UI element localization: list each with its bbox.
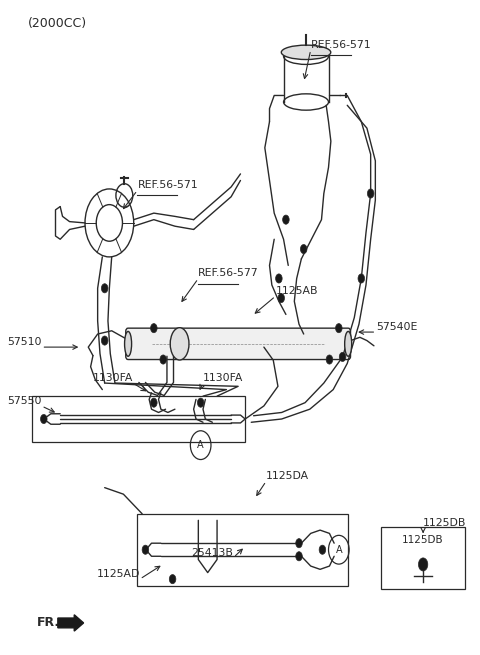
Text: 1125DB: 1125DB	[402, 534, 444, 545]
Text: 1125AB: 1125AB	[276, 286, 318, 296]
Text: 1130FA: 1130FA	[203, 373, 243, 383]
Circle shape	[101, 336, 108, 345]
Text: 25413B: 25413B	[192, 548, 233, 557]
Text: 57510: 57510	[7, 337, 41, 347]
Text: (2000CC): (2000CC)	[27, 17, 86, 30]
Bar	[32, 396, 245, 442]
Circle shape	[169, 574, 176, 584]
Bar	[137, 514, 348, 586]
Ellipse shape	[345, 331, 352, 356]
Circle shape	[336, 324, 342, 333]
Circle shape	[419, 558, 428, 571]
Text: 1125AD: 1125AD	[96, 569, 140, 579]
Ellipse shape	[170, 328, 189, 360]
Text: 1125DB: 1125DB	[423, 518, 467, 528]
Circle shape	[278, 293, 285, 303]
Circle shape	[319, 545, 326, 554]
Text: REF.56-577: REF.56-577	[198, 269, 259, 278]
Circle shape	[276, 274, 282, 283]
Text: FR.: FR.	[37, 616, 60, 629]
FancyBboxPatch shape	[126, 328, 350, 360]
Text: A: A	[336, 545, 342, 555]
Text: 57550: 57550	[7, 396, 41, 406]
Circle shape	[151, 324, 157, 333]
Circle shape	[151, 398, 157, 407]
Circle shape	[296, 552, 302, 561]
FancyArrow shape	[58, 615, 84, 631]
Circle shape	[283, 215, 289, 224]
Bar	[381, 527, 465, 589]
Circle shape	[40, 415, 47, 424]
Circle shape	[101, 284, 108, 293]
Circle shape	[367, 189, 374, 198]
Circle shape	[296, 538, 302, 548]
Text: 57540E: 57540E	[376, 322, 418, 332]
Text: 1130FA: 1130FA	[92, 373, 133, 383]
Circle shape	[339, 352, 346, 362]
Text: 1125DA: 1125DA	[266, 471, 309, 481]
Circle shape	[197, 398, 204, 407]
Circle shape	[142, 545, 149, 554]
Text: REF.56-571: REF.56-571	[137, 180, 198, 190]
Circle shape	[160, 355, 167, 364]
Text: A: A	[197, 440, 204, 450]
Circle shape	[300, 244, 307, 253]
Ellipse shape	[281, 45, 331, 60]
Text: REF.56-571: REF.56-571	[311, 40, 372, 50]
Circle shape	[326, 355, 333, 364]
Circle shape	[358, 274, 365, 283]
Ellipse shape	[125, 331, 132, 356]
